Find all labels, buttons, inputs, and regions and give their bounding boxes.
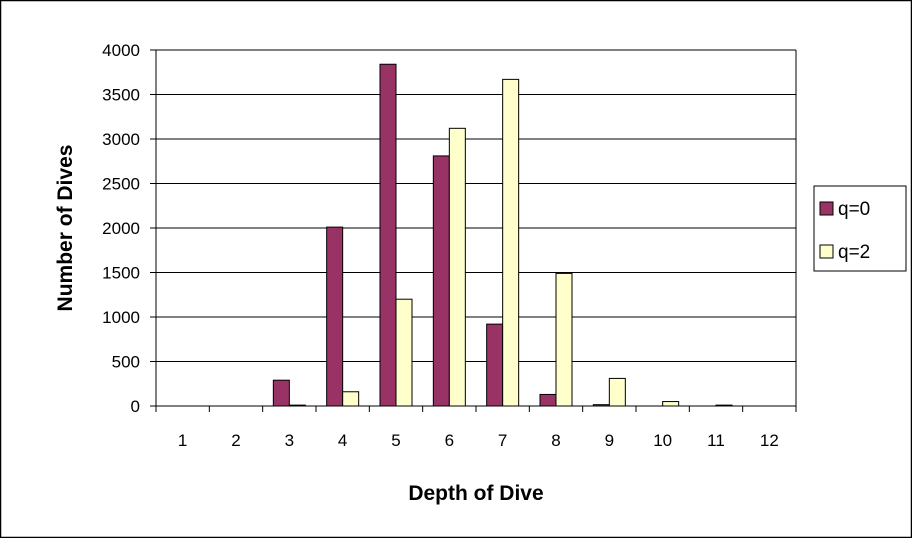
x-tick-label: 2	[231, 431, 240, 450]
bar-q2-depth-6	[448, 127, 466, 407]
x-tick-label: 12	[760, 431, 779, 450]
y-tick-label: 3500	[102, 86, 140, 105]
y-tick-label: 1000	[102, 308, 140, 327]
x-tick-label: 6	[445, 431, 454, 450]
bar-q2-depth-4	[342, 391, 360, 407]
x-tick-label: 9	[605, 431, 614, 450]
legend-label-q2: q=2	[838, 242, 870, 263]
y-tick-label: 0	[131, 397, 140, 416]
bars	[272, 63, 733, 407]
y-axis-title: Number of Dives	[54, 145, 77, 312]
y-tick-labels: 0 500 1000 1500 2000 2500 3000 3500 4000	[102, 41, 140, 416]
bar-q0-depth-7	[486, 323, 504, 407]
bar-q2-depth-5	[395, 298, 413, 407]
x-tick-label: 7	[498, 431, 507, 450]
x-axis-title: Depth of Dive	[408, 482, 543, 505]
x-tick-label: 1	[178, 431, 187, 450]
bar-q0-depth-8	[539, 393, 557, 407]
bar-q0-depth-6	[432, 155, 450, 407]
x-tick-label: 4	[338, 431, 347, 450]
x-tick-label: 3	[285, 431, 294, 450]
bar-q2-depth-8	[555, 272, 573, 407]
y-tick-label: 500	[112, 353, 140, 372]
bar-q0-depth-5	[379, 63, 397, 407]
legend-swatch-q2	[819, 244, 834, 259]
x-tick-label: 5	[391, 431, 400, 450]
legend-swatch-q0	[819, 201, 834, 216]
bar-q2-depth-10	[662, 401, 680, 407]
y-tick-label: 2000	[102, 219, 140, 238]
bar-q2-depth-7	[502, 78, 520, 407]
x-tick-label: 8	[551, 431, 560, 450]
bar-q2-depth-9	[608, 377, 626, 407]
legend: q=0 q=2	[813, 185, 907, 272]
x-tick-label: 11	[707, 431, 725, 450]
legend-label-q0: q=0	[838, 199, 870, 220]
y-tick-label: 3000	[102, 130, 140, 149]
bar-q0-depth-3	[272, 379, 290, 407]
axes	[150, 49, 797, 412]
y-tick-label: 1500	[102, 264, 140, 283]
y-tick-label: 2500	[102, 175, 140, 194]
x-tick-labels: 1 2 3 4 5 6 7 8 9 10 11 12	[178, 431, 779, 450]
y-tick-label: 4000	[102, 41, 140, 60]
bar-q0-depth-4	[326, 226, 344, 407]
gridlines	[156, 49, 796, 362]
x-tick-label: 10	[653, 431, 672, 450]
